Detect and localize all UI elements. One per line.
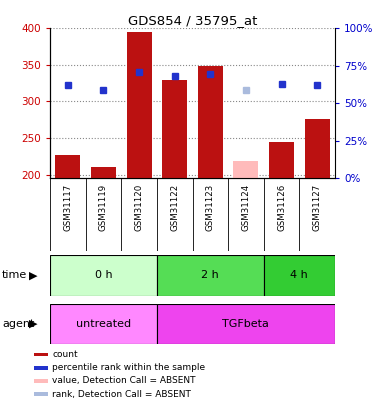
Bar — [34, 353, 47, 356]
Bar — [269, 143, 294, 178]
Text: GSM31117: GSM31117 — [64, 184, 72, 231]
Bar — [34, 379, 47, 383]
Bar — [91, 167, 116, 178]
Bar — [34, 366, 47, 370]
Text: percentile rank within the sample: percentile rank within the sample — [52, 363, 205, 372]
FancyBboxPatch shape — [157, 304, 335, 344]
Text: GSM31124: GSM31124 — [241, 184, 250, 231]
Bar — [34, 392, 47, 396]
Text: 4 h: 4 h — [290, 271, 308, 280]
Text: ▶: ▶ — [29, 319, 37, 329]
Bar — [127, 32, 152, 178]
Text: GSM31126: GSM31126 — [277, 184, 286, 231]
Text: TGFbeta: TGFbeta — [223, 319, 270, 329]
Text: untreated: untreated — [76, 319, 131, 329]
Text: time: time — [2, 271, 27, 280]
Title: GDS854 / 35795_at: GDS854 / 35795_at — [128, 14, 257, 27]
Bar — [233, 161, 258, 178]
Bar — [55, 155, 80, 178]
Text: GSM31120: GSM31120 — [135, 184, 144, 231]
Text: 0 h: 0 h — [95, 271, 112, 280]
Bar — [305, 119, 330, 178]
FancyBboxPatch shape — [50, 304, 157, 344]
Text: 2 h: 2 h — [201, 271, 219, 280]
Bar — [162, 79, 187, 178]
FancyBboxPatch shape — [157, 255, 264, 296]
Text: GSM31123: GSM31123 — [206, 184, 215, 231]
FancyBboxPatch shape — [50, 255, 157, 296]
Text: count: count — [52, 350, 78, 359]
Text: GSM31122: GSM31122 — [170, 184, 179, 231]
Text: GSM31127: GSM31127 — [313, 184, 321, 231]
Text: GSM31119: GSM31119 — [99, 184, 108, 231]
Bar — [198, 66, 223, 178]
Text: ▶: ▶ — [29, 271, 37, 280]
Text: rank, Detection Call = ABSENT: rank, Detection Call = ABSENT — [52, 390, 191, 399]
FancyBboxPatch shape — [264, 255, 335, 296]
Text: agent: agent — [2, 319, 34, 329]
Text: value, Detection Call = ABSENT: value, Detection Call = ABSENT — [52, 376, 196, 386]
